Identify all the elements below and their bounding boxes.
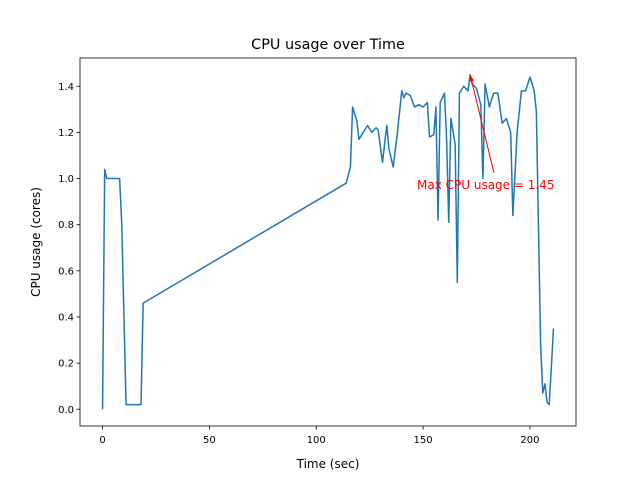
y-tick-label: 0.8 [58,220,74,231]
x-tick-label: 0 [99,435,105,446]
y-tick-label: 0.0 [58,405,74,416]
data-line [101,73,555,410]
y-tick-label: 0.4 [58,312,74,323]
x-tick-label: 200 [520,435,539,446]
x-tick-label: 50 [203,435,216,446]
annotation-arrowhead [469,74,474,82]
annotation: Max CPU usage = 1.45 [417,178,554,192]
y-tick-label: 1.0 [58,174,74,185]
x-tick-label: 150 [414,435,433,446]
y-axis-label: CPU usage (cores) [29,187,43,297]
y-tick-label: 1.2 [58,128,74,139]
x-axis-label: Time (sec) [296,457,360,471]
chart-title: CPU usage over Time [251,37,405,53]
y-tick-label: 0.6 [58,266,74,277]
y-tick-label: 1.4 [58,82,74,93]
annotation-arrow [469,74,495,174]
axes-frame [79,57,577,427]
y-tick-label: 0.2 [58,359,74,370]
x-tick-label: 100 [307,435,326,446]
